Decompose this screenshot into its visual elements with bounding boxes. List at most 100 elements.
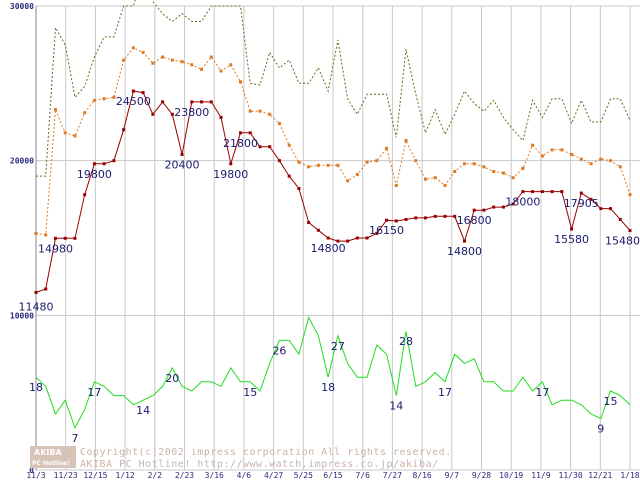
data-point-price — [404, 217, 408, 221]
data-labels: 11480 14980 19800 24500 20400 23800 19800 21800… — [19, 95, 640, 445]
x-tick-label: 11/30 — [559, 471, 583, 480]
price-label: 14800 — [447, 245, 482, 258]
count-label: 18 — [29, 381, 43, 394]
price-label: 16150 — [369, 224, 404, 237]
data-point-average — [248, 109, 252, 113]
data-point-average — [433, 176, 437, 180]
data-point-average — [355, 173, 359, 177]
x-tick-label: 11/23 — [54, 471, 78, 480]
price-label: 11480 — [19, 300, 54, 313]
data-point-price — [326, 236, 330, 240]
data-point-average — [462, 162, 466, 166]
data-point-price — [102, 162, 106, 166]
data-point-price — [570, 227, 574, 231]
data-point-average — [131, 46, 135, 50]
data-point-average — [385, 146, 389, 150]
price-label: 14800 — [311, 242, 346, 255]
series-lines — [34, 0, 632, 430]
data-point-average — [414, 159, 418, 163]
x-tick-label: 10/19 — [499, 471, 523, 480]
x-tick-label: 7/27 — [383, 471, 402, 480]
data-point-average — [570, 152, 574, 156]
x-tick-label: 1/18 — [620, 471, 639, 480]
data-point-average — [258, 109, 262, 113]
count-label: 27 — [331, 340, 345, 353]
data-point-average — [180, 60, 184, 64]
data-point-price — [307, 221, 311, 225]
data-point-price — [609, 207, 613, 211]
data-point-average — [268, 112, 272, 116]
data-point-price — [589, 197, 593, 201]
data-point-price — [424, 216, 428, 220]
data-point-average — [618, 165, 622, 169]
data-point-average — [112, 95, 116, 99]
data-point-average — [209, 55, 213, 59]
data-point-average — [579, 157, 583, 161]
logo-bottom-text: PC Hotline! — [32, 460, 70, 467]
data-point-average — [73, 134, 77, 138]
data-point-price — [63, 236, 67, 240]
data-point-price — [248, 131, 252, 135]
count-label: 14 — [389, 400, 403, 413]
data-point-price — [414, 216, 418, 220]
x-tick-label: 9/7 — [445, 471, 460, 480]
data-point-average — [394, 183, 398, 187]
data-point-average — [63, 131, 67, 135]
data-point-price — [151, 112, 155, 116]
series-line-price — [35, 90, 631, 293]
data-point-price — [131, 89, 135, 93]
count-label: 9 — [597, 423, 604, 436]
data-point-price — [599, 207, 603, 211]
data-point-average — [102, 97, 106, 101]
data-point-average — [609, 159, 613, 163]
data-point-average — [219, 69, 223, 73]
x-tick-label: 3/16 — [205, 471, 224, 480]
x-tick-label: 2/23 — [175, 471, 194, 480]
data-point-average — [200, 67, 204, 71]
data-point-average — [122, 58, 126, 62]
data-point-price — [618, 217, 622, 221]
data-point-price — [277, 159, 281, 163]
grid-lines — [35, 5, 640, 471]
x-tick-label: 12/21 — [588, 471, 612, 480]
data-point-price — [92, 162, 96, 166]
count-label: 26 — [272, 344, 286, 357]
data-point-price — [73, 236, 77, 240]
count-label: 28 — [399, 335, 413, 348]
data-point-average — [531, 143, 535, 147]
hotline-url-text: AKIBA PC Hotline! http://www.watch.impre… — [80, 459, 439, 470]
data-point-average — [511, 176, 515, 180]
data-point-average — [501, 171, 505, 175]
data-point-average — [521, 166, 525, 170]
data-point-average — [560, 148, 564, 152]
data-point-price — [336, 239, 340, 243]
data-point-average — [375, 159, 379, 163]
logo-top-text: AKIBA — [34, 448, 62, 457]
x-tick-label: 6/15 — [323, 471, 342, 480]
data-point-price — [268, 145, 272, 149]
price-label: 23800 — [174, 106, 209, 119]
data-point-average — [599, 157, 603, 161]
count-label: 15 — [243, 386, 257, 399]
data-point-price — [170, 112, 174, 116]
data-point-price — [365, 236, 369, 240]
data-point-average — [83, 111, 87, 115]
y-axis-ticks: 0 10000 20000 30000 — [10, 2, 34, 475]
data-point-price — [628, 229, 632, 233]
data-point-price — [53, 236, 57, 240]
data-point-price — [83, 193, 87, 197]
price-label: 15480 — [605, 235, 640, 248]
data-point-average — [277, 122, 281, 126]
data-point-average — [336, 163, 340, 167]
data-point-price — [482, 208, 486, 212]
price-label: 15580 — [554, 233, 589, 246]
x-tick-label: 12/15 — [83, 471, 107, 480]
data-point-average — [161, 55, 165, 59]
data-point-average — [482, 165, 486, 169]
data-point-average — [316, 163, 320, 167]
y-tick-label: 0 — [29, 466, 34, 475]
x-tick-label: 1/12 — [115, 471, 134, 480]
data-point-price — [433, 214, 437, 218]
data-point-average — [589, 162, 593, 166]
